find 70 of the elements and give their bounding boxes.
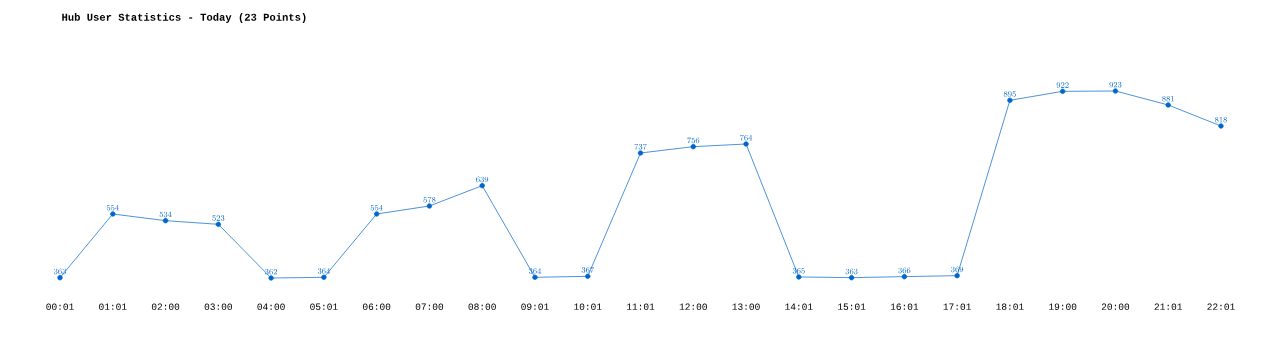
x-tick-label: 03:00 bbox=[204, 303, 232, 310]
data-label: 756 bbox=[687, 137, 700, 144]
point bbox=[162, 218, 169, 224]
data-label: 363 bbox=[845, 268, 858, 275]
x-tick-label: 21:01 bbox=[1154, 303, 1182, 310]
data-label: 523 bbox=[212, 215, 225, 221]
data-label: 554 bbox=[106, 204, 119, 211]
data-label: 578 bbox=[423, 196, 436, 203]
data-label: 369 bbox=[951, 266, 964, 273]
data-label: 764 bbox=[740, 134, 753, 141]
point bbox=[1112, 88, 1119, 94]
point bbox=[1165, 102, 1171, 108]
point bbox=[1218, 123, 1224, 129]
data-label: 737 bbox=[634, 143, 647, 150]
x-tick-label: 08:00 bbox=[468, 303, 496, 310]
data-label: 365 bbox=[792, 267, 805, 274]
point bbox=[321, 274, 327, 280]
data-label: 367 bbox=[581, 267, 594, 273]
point bbox=[690, 144, 696, 150]
point bbox=[848, 275, 855, 281]
x-tick-label: 14:01 bbox=[785, 303, 813, 310]
point bbox=[743, 141, 749, 147]
point bbox=[1060, 88, 1066, 94]
point bbox=[479, 183, 485, 189]
x-tick-label: 10:01 bbox=[574, 303, 602, 310]
x-tick-label: 12:00 bbox=[679, 303, 707, 310]
point bbox=[110, 211, 116, 217]
x-tick-label: 05:01 bbox=[310, 303, 338, 310]
chart-title: Hub User Statistics - Today (23 Points) bbox=[62, 13, 306, 23]
point bbox=[57, 275, 63, 281]
x-tick-label: 04:00 bbox=[257, 303, 285, 310]
x-tick-label: 09:01 bbox=[521, 303, 549, 310]
x-tick-label: 13:00 bbox=[732, 303, 760, 310]
point bbox=[426, 203, 433, 209]
point bbox=[796, 274, 802, 280]
data-label: 554 bbox=[370, 204, 383, 211]
data-label: 534 bbox=[159, 211, 172, 218]
x-tick-label: 19:00 bbox=[1049, 303, 1077, 310]
data-label: 818 bbox=[1214, 116, 1227, 123]
point bbox=[585, 273, 591, 279]
x-tick-label: 15:01 bbox=[838, 303, 866, 310]
data-label: 362 bbox=[265, 268, 278, 275]
data-label: 922 bbox=[1056, 82, 1069, 88]
x-tick-label: 02:00 bbox=[151, 303, 180, 310]
data-label: 364 bbox=[317, 268, 330, 274]
data-label: 895 bbox=[1003, 91, 1016, 97]
data-label: 639 bbox=[476, 176, 489, 183]
point bbox=[532, 274, 538, 280]
x-tick-label: 17:01 bbox=[943, 303, 971, 310]
x-tick-label: 20:00 bbox=[1101, 303, 1130, 310]
data-label: 881 bbox=[1162, 95, 1174, 102]
point bbox=[374, 211, 380, 217]
data-label: 364 bbox=[528, 268, 542, 274]
x-tick-label: 16:01 bbox=[890, 303, 919, 310]
x-tick-label: 07:00 bbox=[415, 303, 444, 310]
point bbox=[637, 150, 644, 156]
data-label: 363 bbox=[53, 268, 67, 275]
point bbox=[1007, 97, 1013, 103]
point bbox=[954, 273, 960, 279]
point bbox=[215, 221, 221, 227]
x-tick-label: 06:00 bbox=[362, 303, 391, 310]
point bbox=[901, 274, 908, 280]
x-tick-label: 18:01 bbox=[996, 303, 1024, 310]
point bbox=[268, 275, 274, 281]
x-tick-label: 22:01 bbox=[1207, 303, 1235, 310]
data-label: 923 bbox=[1109, 82, 1122, 88]
data-label: 366 bbox=[898, 267, 911, 274]
x-tick-label: 01:01 bbox=[99, 303, 127, 310]
x-tick-label: 00:01 bbox=[46, 303, 74, 310]
x-tick-label: 11:01 bbox=[626, 303, 655, 310]
